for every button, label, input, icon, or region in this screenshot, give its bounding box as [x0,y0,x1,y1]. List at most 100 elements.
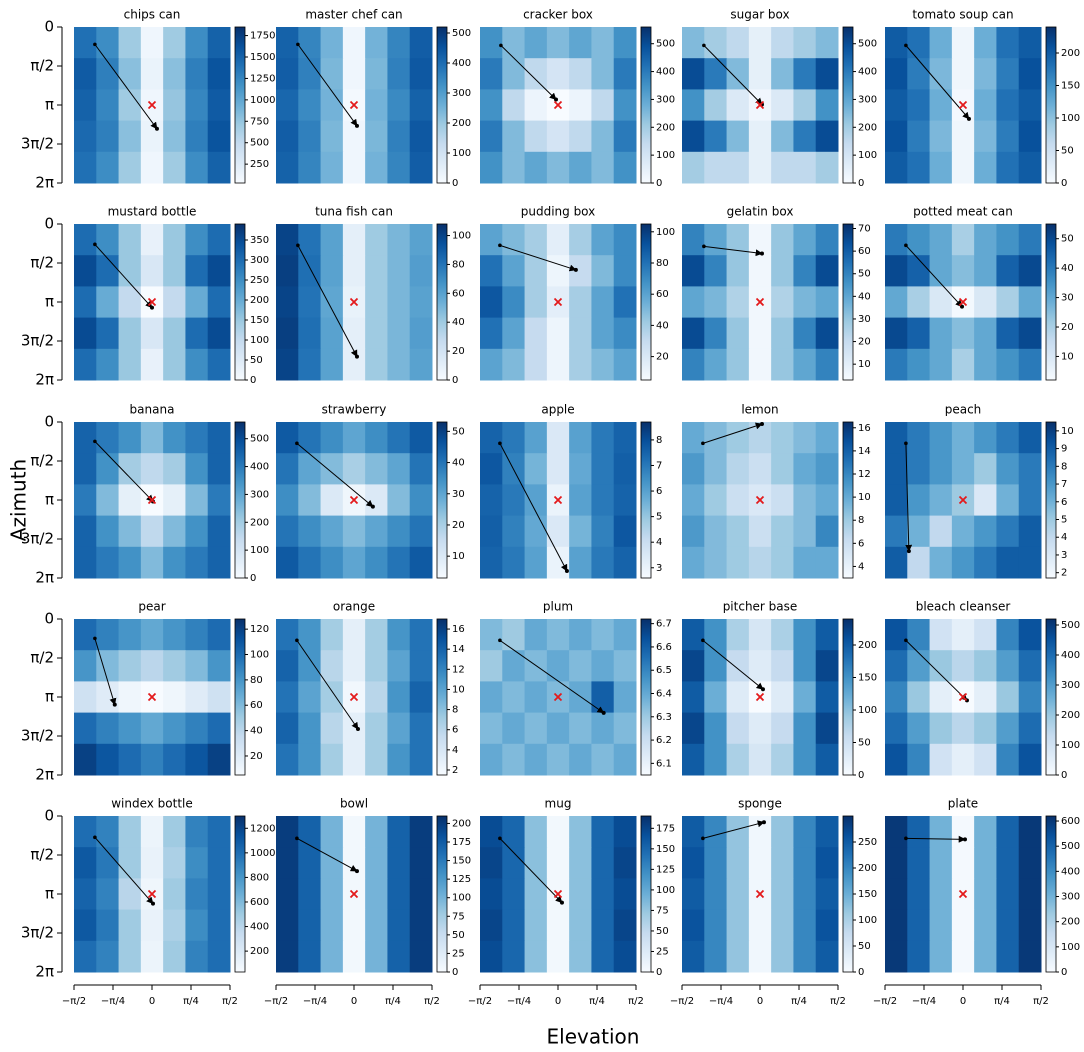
heatmap-cell [815,546,839,579]
heatmap-cell [974,151,997,184]
heatmap-cell [365,743,388,776]
heatmap-cell [342,453,366,485]
heatmap-cell [276,224,299,256]
heatmap-cell [974,317,997,350]
heatmap-cell [815,743,839,776]
trajectory-arrow [297,245,358,358]
heatmap-cell [387,619,411,651]
heatmap-cell [682,453,705,485]
heatmap-cell [163,89,186,122]
heatmap-cell [480,120,503,153]
x-tick-label: π/2 [628,996,644,1007]
heatmap-cell [480,286,503,319]
colorbar-tick-label: 200 [452,118,471,129]
heatmap-cell [185,120,209,153]
heatmap-cell [409,27,433,59]
heatmap-cell [1018,224,1042,256]
heatmap-cell [524,515,548,548]
heatmap-cell [815,619,839,651]
target-marker [755,692,765,702]
heatmap-cell [682,224,705,256]
colorbar-tick-label: 400 [1061,650,1080,661]
heatmap-cell [185,224,209,256]
colorbar-tick-label: 100 [656,885,675,896]
heatmap-cell [276,422,299,454]
colorbar-tick-label: 200 [250,295,269,306]
heatmap-cell [815,650,839,682]
colorbar-tick-label: 400 [250,922,269,933]
heatmap-cell [320,453,344,485]
heatmap-cell [365,422,388,454]
colorbar-tick-label: 60 [452,288,465,299]
colorbar-tick-label: 10 [452,551,465,562]
colorbar [1045,223,1057,381]
heatmap-cell [1018,120,1042,153]
heatmap-cell [771,255,794,287]
heatmap-cell [387,650,411,682]
heatmap-cell [771,453,794,485]
heatmap-cell [387,255,411,287]
heatmap-cell [569,255,592,287]
colorbar-tick-label: 100 [452,231,471,242]
heatmap-cell [163,58,186,90]
heatmap-cell [771,484,794,517]
heatmap-cell [793,120,817,153]
heatmap-cell [682,348,705,381]
heatmap-cell [793,909,817,942]
heatmap-cell [951,712,975,745]
heatmap-cell [185,940,209,973]
colorbar-tick-label: 120 [250,624,269,635]
heatmap-cell [320,89,344,122]
heatmap-cell [74,681,97,714]
heatmap-cell [569,286,592,319]
heatmap-cell [365,255,388,287]
heatmap-cell [907,847,931,879]
heatmap-cell [276,58,299,90]
heatmap-cell [409,120,433,153]
colorbar [436,26,448,184]
heatmap-cell [74,712,97,745]
panel-title: plum [543,600,573,614]
heatmap-cell [163,650,186,682]
heatmap-cell [996,650,1020,682]
heatmap-cell [815,816,839,848]
heatmap-cell [682,89,705,122]
heatmap-cell [524,317,548,350]
heatmap-cell [118,224,142,256]
heatmap-cell [907,151,931,184]
heatmap-cell [1018,58,1042,90]
trajectory-arrow [94,837,154,905]
heatmap-cell [365,348,388,381]
y-tick-label: 2π [35,569,54,587]
heatmap-cell [704,422,728,454]
heatmap-cell [793,255,817,287]
heatmap-cell [929,151,953,184]
heatmap-cell [885,348,908,381]
colorbar-tick-label: 0 [250,573,256,584]
heatmap-cell [793,422,817,454]
heatmap-cell [907,650,931,682]
colorbar-tick-label: 50 [1061,234,1074,245]
trajectory-arrow [703,245,763,257]
heatmap-cell [409,422,433,454]
heatmap-cell [96,847,120,879]
heatmap-cell [815,151,839,184]
heatmap-cell [885,151,908,184]
heatmap-cell [320,712,344,745]
heatmap-cell [613,712,637,745]
heatmap-cell [365,484,388,517]
heatmap-cell [140,743,164,776]
heatmap-cell [342,546,366,579]
heatmap-cell [569,27,592,59]
heatmap-cell [682,940,705,973]
heatmap-cell [815,847,839,879]
heatmap-cell [726,120,750,153]
heatmap-cell [907,484,931,517]
heatmap-cell [140,58,164,90]
heatmap-cell [793,712,817,745]
colorbar-tick-label: 50 [1061,146,1074,157]
heatmap-cell [409,816,433,848]
heatmap-cell [480,151,503,184]
heatmap-cell [96,484,120,517]
heatmap-cell [1018,681,1042,714]
